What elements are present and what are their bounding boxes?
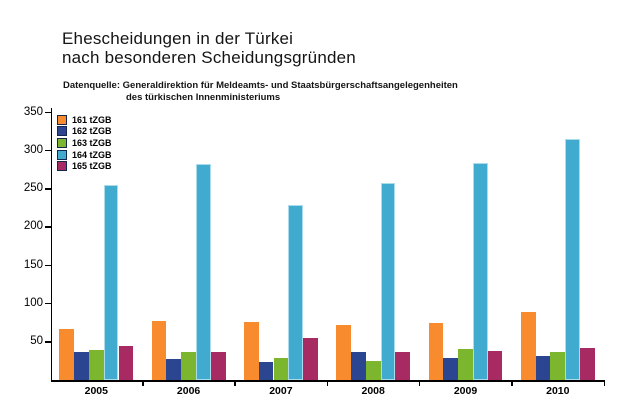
y-tick-label: 50	[30, 335, 43, 348]
chart-title-line2: nach besonderen Scheidungsgründen	[62, 48, 356, 67]
legend: 161 tZGB 162 tZGB 163 tZGB 164 tZGB 165 tZGB	[57, 114, 112, 172]
bar-164-2005	[103, 184, 119, 380]
bar-163-2005	[88, 350, 104, 380]
bar-162-2008	[351, 351, 366, 380]
bar-164-2008	[380, 183, 396, 380]
bar-161-2008	[336, 324, 351, 380]
legend-item: 164 tZGB	[57, 149, 112, 161]
bar-163-2010	[550, 352, 566, 380]
x-tick-label: 2009	[453, 385, 478, 397]
y-tick-label: 100	[23, 296, 43, 309]
legend-swatch-icon	[57, 149, 67, 160]
y-tick-mark	[45, 341, 51, 343]
chart-subtitle-line2: des türkischen Innenministeriums	[126, 91, 281, 103]
bar-162-2009	[443, 357, 459, 380]
legend-label: 161 tZGB	[72, 114, 112, 125]
x-tick-mark	[142, 381, 144, 386]
legend-item: 163 tZGB	[57, 137, 112, 149]
x-tick-mark	[326, 381, 329, 386]
legend-label: 162 tZGB	[72, 126, 112, 137]
legend-swatch-icon	[57, 137, 67, 148]
bar-163-2009	[458, 348, 473, 380]
y-tick-mark	[45, 188, 51, 190]
y-tick-label: 350	[23, 105, 43, 118]
bar-164-2009	[472, 162, 488, 380]
bar-165-2010	[580, 347, 595, 380]
y-tick-label: 300	[23, 143, 43, 156]
x-tick-label: 2008	[361, 385, 385, 397]
bar-165-2008	[395, 351, 411, 380]
bar-163-2006	[181, 352, 196, 380]
bar-164-2010	[565, 138, 580, 380]
bar-163-2008	[365, 360, 381, 380]
legend-item: 161 tZGB	[57, 114, 112, 126]
bar-161-2007	[243, 321, 259, 380]
legend-swatch-icon	[57, 161, 67, 172]
legend-label: 165 tZGB	[72, 161, 112, 172]
bar-162-2005	[74, 352, 89, 380]
y-tick-mark	[45, 302, 51, 305]
bar-161-2005	[59, 329, 75, 380]
x-axis-line	[50, 380, 605, 382]
legend-label: 163 tZGB	[72, 137, 112, 148]
x-tick-label: 2005	[84, 385, 108, 397]
legend-item: 162 tZGB	[57, 126, 112, 138]
bar-165-2007	[303, 337, 318, 380]
chart-subtitle: Datenquelle: Generaldirektion für Meldea…	[63, 80, 458, 103]
bar-162-2010	[535, 356, 551, 380]
legend-swatch-icon	[57, 126, 67, 137]
x-tick-label: 2006	[176, 385, 201, 397]
chart-title: Ehescheidungen in der Türkei nach besond…	[62, 29, 356, 67]
chart-title-line1: Ehescheidungen in der Türkei	[62, 29, 294, 48]
legend-item: 165 tZGB	[57, 160, 112, 172]
bar-165-2009	[487, 350, 503, 380]
bar-161-2010	[520, 311, 536, 380]
y-tick-label: 150	[23, 258, 43, 271]
legend-swatch-icon	[57, 114, 67, 125]
x-tick-label: 2007	[269, 385, 293, 397]
y-tick-mark	[45, 111, 51, 113]
x-tick-label: 2010	[546, 385, 570, 397]
chart-subtitle-line1: Datenquelle: Generaldirektion für Meldea…	[63, 80, 458, 91]
bar-163-2007	[273, 357, 289, 380]
x-tick-mark	[511, 381, 513, 386]
bar-162-2006	[166, 359, 182, 380]
bar-164-2007	[288, 204, 304, 380]
y-tick-label: 250	[23, 182, 43, 195]
x-tick-mark	[603, 381, 605, 386]
bar-162-2007	[258, 361, 274, 380]
bar-161-2009	[428, 322, 444, 380]
bar-161-2006	[151, 321, 167, 380]
legend-label: 164 tZGB	[72, 149, 112, 160]
bar-164-2006	[196, 164, 211, 380]
y-tick-label: 200	[23, 220, 43, 233]
bar-165-2006	[210, 351, 226, 380]
y-tick-mark	[45, 264, 51, 267]
x-tick-mark	[234, 381, 236, 386]
x-tick-mark	[418, 381, 421, 386]
y-tick-mark	[45, 226, 51, 228]
y-axis-line	[50, 108, 53, 381]
y-tick-mark	[45, 149, 51, 152]
bar-165-2005	[118, 345, 134, 380]
